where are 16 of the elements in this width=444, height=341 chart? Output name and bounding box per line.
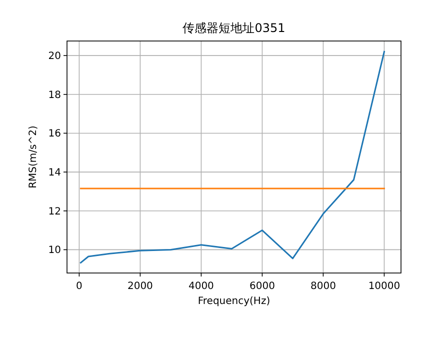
x-tick-label: 6000 (249, 281, 275, 292)
y-axis-title: RMS(m/s^2) (28, 126, 39, 188)
y-tick-label: 14 (48, 168, 61, 179)
y-tick-label: 16 (48, 128, 61, 140)
y-tick-label: 12 (48, 206, 61, 218)
x-tick-label: 2000 (127, 281, 153, 292)
chart-title: 传感器短地址0351 (182, 21, 286, 35)
x-tick-label: 0 (76, 281, 82, 292)
x-tick-label: 4000 (188, 281, 214, 292)
x-tick-label: 8000 (310, 281, 336, 292)
y-tick-label: 10 (48, 245, 61, 256)
x-axis-title: Frequency(Hz) (198, 296, 270, 307)
y-tick-label: 18 (48, 90, 61, 101)
y-tick-label: 20 (48, 51, 61, 62)
line-series (80, 50, 385, 264)
x-tick-label: 10000 (368, 281, 400, 292)
